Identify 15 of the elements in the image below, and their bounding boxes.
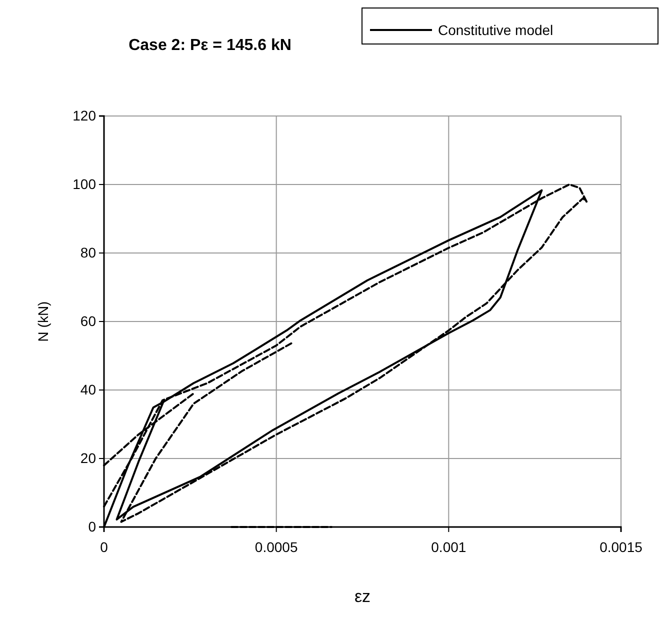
y-tick-label: 80 xyxy=(80,244,96,260)
y-tick-label: 20 xyxy=(80,450,96,466)
chart-title: Case 2: Pε = 145.6 kN xyxy=(128,37,292,54)
x-tick-label: 0.0005 xyxy=(254,538,298,555)
legend-label: Constitutive model xyxy=(438,22,554,38)
x-tick-label: 0 xyxy=(100,538,108,555)
y-tick-label: 60 xyxy=(80,312,96,329)
y-tick-label: 120 xyxy=(72,107,96,124)
y-tick-label: 100 xyxy=(72,176,96,192)
x-tick-label: 0.001 xyxy=(431,538,466,555)
y-tick-label: 0 xyxy=(88,518,96,534)
y-tick-label: 40 xyxy=(80,381,96,398)
x-axis-title: εz xyxy=(354,587,371,606)
x-tick-label: 0.0015 xyxy=(600,538,643,555)
y-axis-title: N (kN) xyxy=(35,301,51,342)
